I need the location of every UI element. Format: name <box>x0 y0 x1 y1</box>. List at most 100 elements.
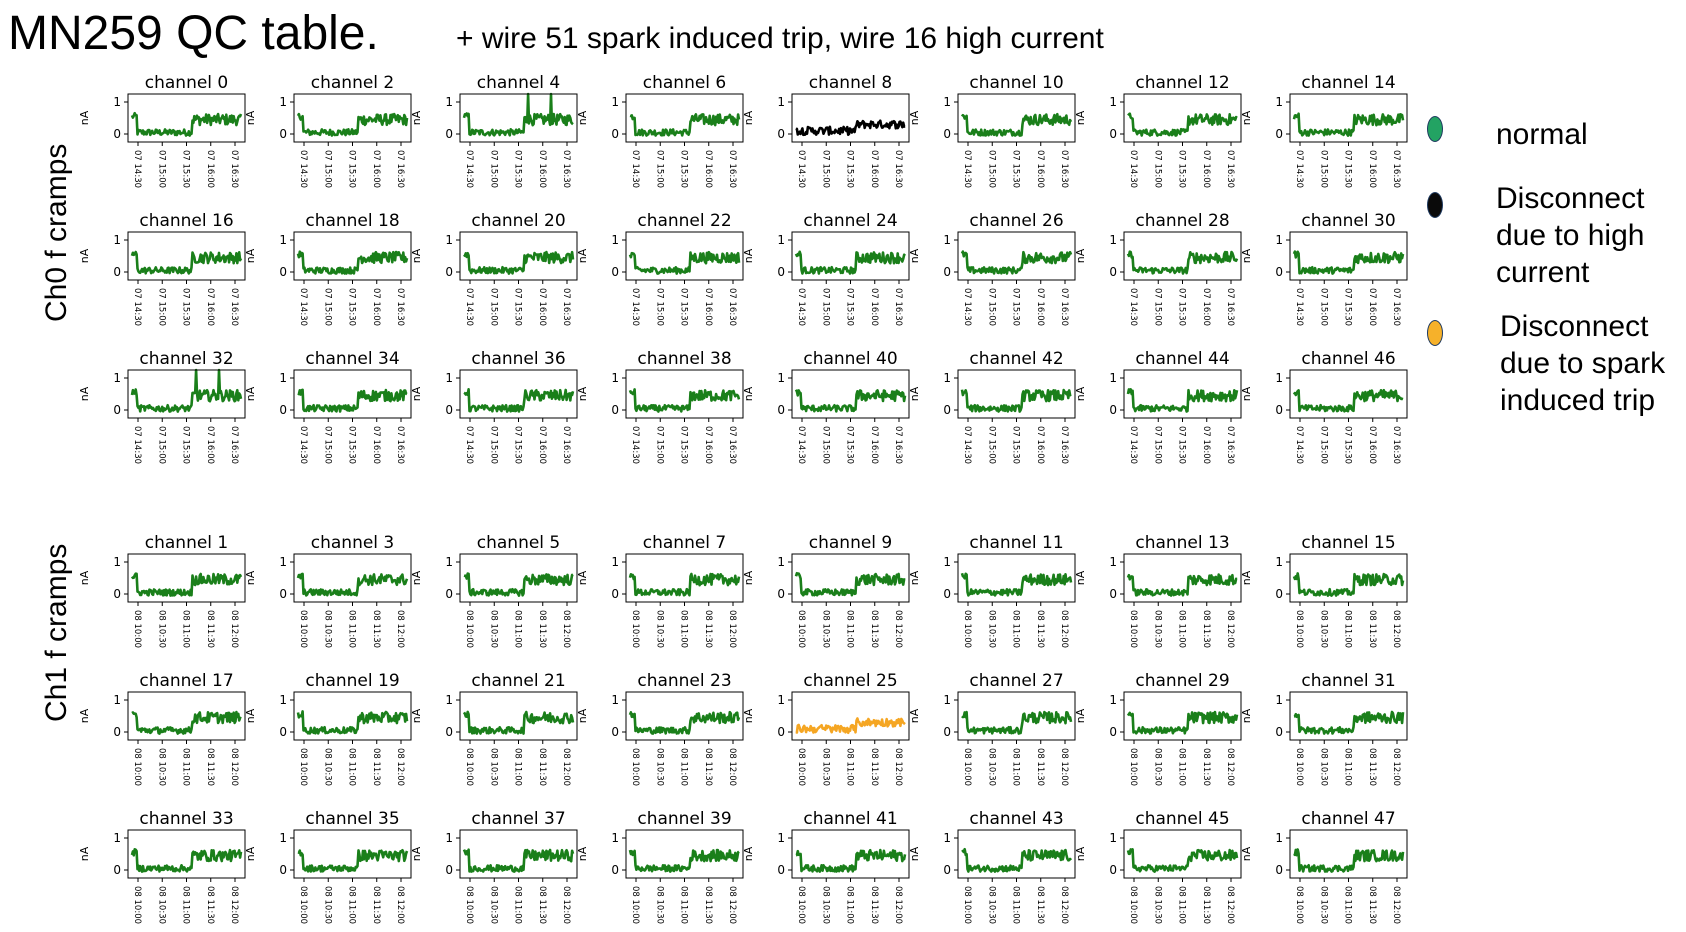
y-tick-label: 0 <box>943 725 951 739</box>
y-axis-label: nA <box>78 708 91 723</box>
subplot-channel-8: channel 8 nA 0 1 07 14:30 07 15:00 07 15:30 07 … <box>742 73 910 188</box>
x-tick-label: 07 16:30 <box>1225 426 1235 464</box>
x-tick-label: 08 10:30 <box>654 748 664 786</box>
y-axis-label: nA <box>1240 708 1253 723</box>
y-tick-label: 1 <box>1109 831 1117 845</box>
x-tick-label: 08 11:30 <box>371 748 381 786</box>
data-trace <box>960 572 1073 597</box>
x-tick-label: 07 16:00 <box>1201 150 1211 188</box>
y-tick-label: 0 <box>279 265 287 279</box>
data-trace <box>794 250 907 275</box>
x-tick-label: 08 10:00 <box>1128 610 1138 648</box>
y-axis-label: nA <box>576 846 589 861</box>
legend-dot-spark-trip <box>1427 320 1443 346</box>
x-tick-label: 07 16:30 <box>395 426 405 464</box>
data-trace <box>1126 710 1239 735</box>
y-axis-label: nA <box>1074 110 1087 125</box>
y-axis-label: nA <box>78 386 91 401</box>
x-tick-label: 08 11:00 <box>181 886 191 924</box>
x-tick-label: 07 14:30 <box>962 288 972 326</box>
data-trace <box>1292 572 1405 597</box>
x-tick-label: 07 16:00 <box>205 150 215 188</box>
x-tick-label: 07 16:00 <box>371 426 381 464</box>
y-tick-label: 1 <box>1109 371 1117 385</box>
y-tick-label: 1 <box>777 831 785 845</box>
y-axis-label: nA <box>1240 570 1253 585</box>
x-tick-label: 07 15:30 <box>181 150 191 188</box>
x-tick-label: 08 10:30 <box>488 610 498 648</box>
legend-line: normal <box>1496 118 1588 151</box>
subplot-title: channel 44 <box>1135 349 1229 369</box>
x-tick-label: 07 16:30 <box>229 288 239 326</box>
data-trace <box>629 113 741 137</box>
x-tick-label: 07 15:30 <box>1177 288 1187 326</box>
y-tick-label: 1 <box>113 95 121 109</box>
legend-line: Disconnect <box>1496 182 1645 215</box>
x-tick-label: 08 10:00 <box>464 748 474 786</box>
y-tick-label: 0 <box>1275 127 1283 141</box>
x-tick-label: 07 15:00 <box>156 150 166 188</box>
x-tick-label: 07 15:30 <box>845 426 855 464</box>
y-tick-label: 1 <box>1275 95 1283 109</box>
subplot-channel-45: channel 45 nA 0 1 08 10:00 08 10:30 08 11:00 08… <box>1074 809 1242 924</box>
legend-line: current <box>1496 256 1590 289</box>
y-axis-label: nA <box>244 846 257 861</box>
y-tick-label: 0 <box>611 265 619 279</box>
x-tick-label: 08 12:00 <box>395 886 405 924</box>
y-tick-label: 1 <box>777 233 785 247</box>
plot-frame <box>791 691 910 741</box>
subplot-title: channel 12 <box>1135 73 1229 93</box>
x-tick-label: 07 15:30 <box>181 288 191 326</box>
y-axis-label: nA <box>410 846 423 861</box>
y-tick-label: 1 <box>943 233 951 247</box>
data-trace <box>1126 573 1238 597</box>
x-tick-label: 07 16:30 <box>893 426 903 464</box>
x-tick-label: 07 15:30 <box>513 426 523 464</box>
y-tick-label: 1 <box>1275 831 1283 845</box>
x-tick-label: 07 16:00 <box>869 288 879 326</box>
y-tick-label: 0 <box>1109 587 1117 601</box>
x-tick-label: 08 12:00 <box>1225 748 1235 786</box>
y-axis-label: nA <box>742 110 755 125</box>
y-tick-label: 0 <box>445 863 453 877</box>
subplot-channel-42: channel 42 nA 0 1 07 14:30 07 15:00 07 15:30 07… <box>908 349 1076 464</box>
y-tick-label: 0 <box>1275 403 1283 417</box>
subplot-title: channel 26 <box>969 211 1063 231</box>
y-axis-label: nA <box>908 570 921 585</box>
x-tick-label: 07 14:30 <box>796 426 806 464</box>
subplot-title: channel 40 <box>803 349 897 369</box>
x-tick-label: 08 10:30 <box>322 748 332 786</box>
x-tick-label: 08 10:00 <box>132 748 142 786</box>
x-tick-label: 08 10:00 <box>298 610 308 648</box>
y-tick-label: 1 <box>279 693 287 707</box>
subplot-channel-30: channel 30 nA 0 1 07 14:30 07 15:00 07 15:30 07… <box>1240 211 1408 326</box>
data-trace <box>130 111 243 137</box>
x-tick-label: 08 11:30 <box>205 748 215 786</box>
data-trace <box>130 572 243 597</box>
y-axis-label: nA <box>742 570 755 585</box>
x-tick-label: 08 10:00 <box>796 748 806 786</box>
subplot-title: channel 45 <box>1135 809 1229 829</box>
subplot-channel-36: channel 36 nA 0 1 07 14:30 07 15:00 07 15:30 07… <box>410 349 578 464</box>
x-tick-label: 08 10:30 <box>488 886 498 924</box>
x-tick-label: 07 15:00 <box>1318 150 1328 188</box>
x-tick-label: 07 15:00 <box>654 150 664 188</box>
x-tick-label: 08 10:30 <box>654 886 664 924</box>
subplot-channel-5: channel 5 nA 0 1 08 10:00 08 10:30 08 11:00 08 … <box>410 533 578 648</box>
x-tick-label: 07 15:30 <box>1011 426 1021 464</box>
x-tick-label: 07 16:00 <box>537 426 547 464</box>
x-tick-label: 08 11:30 <box>1035 748 1045 786</box>
x-tick-label: 07 14:30 <box>464 288 474 326</box>
y-tick-label: 0 <box>1109 127 1117 141</box>
x-tick-label: 07 15:30 <box>679 150 689 188</box>
subplot-channel-26: channel 26 nA 0 1 07 14:30 07 15:00 07 15:30 07… <box>908 211 1076 326</box>
y-tick-label: 1 <box>777 95 785 109</box>
y-tick-label: 0 <box>777 403 785 417</box>
x-tick-label: 07 15:00 <box>488 288 498 326</box>
x-tick-label: 08 12:00 <box>893 886 903 924</box>
plot-frame <box>791 553 910 603</box>
y-tick-label: 1 <box>1109 693 1117 707</box>
y-axis-label: nA <box>576 110 589 125</box>
y-tick-label: 0 <box>943 403 951 417</box>
subplot-title: channel 18 <box>305 211 399 231</box>
